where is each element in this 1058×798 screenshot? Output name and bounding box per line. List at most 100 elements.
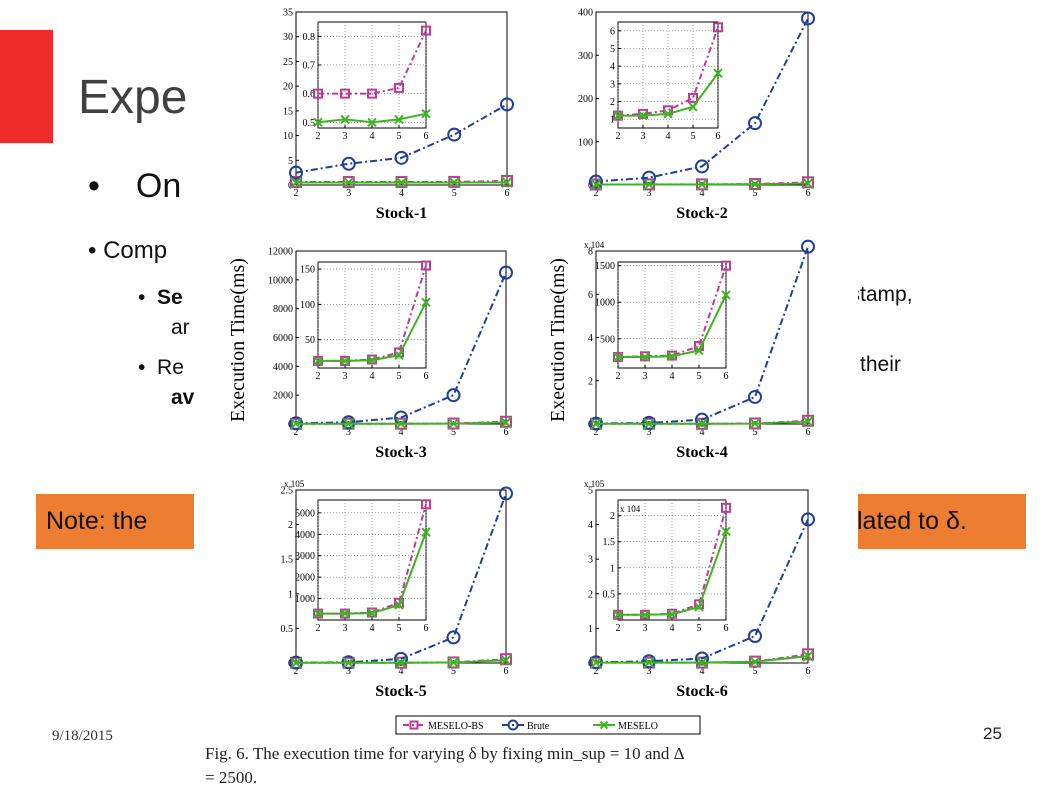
x-tick-label: 6 (806, 427, 811, 438)
y-tick-label: 2 (288, 520, 293, 531)
note-box-right: lated to δ. (851, 494, 1026, 549)
x-tick-label: 5 (397, 131, 402, 142)
chart-title: Stock-2 (676, 205, 728, 222)
inset-exponent: x 104 (620, 504, 641, 514)
x-tick-label: 6 (504, 666, 509, 677)
y-tick-label: 200 (578, 94, 593, 105)
x-tick-label: 2 (316, 131, 321, 142)
legend-label: MESELO-BS (428, 721, 484, 732)
y-tick-label: 25 (283, 57, 293, 68)
x-tick-label: 5 (397, 623, 402, 634)
x-tick-label: 6 (424, 623, 429, 634)
x-tick-label: 3 (643, 371, 648, 382)
slide-title: Expe (78, 70, 187, 125)
y-tick-label: 8000 (273, 304, 293, 315)
x-tick-label: 3 (343, 623, 348, 634)
y-exponent: x 104 (584, 240, 605, 250)
y-tick-label: 20 (283, 82, 293, 93)
y-tick-label: 2 (588, 376, 593, 387)
y-tick-label: 50 (305, 335, 315, 346)
y-tick-label: 4 (610, 62, 615, 73)
y-tick-label: 500 (600, 334, 615, 345)
caption-line-2: = 2500. (205, 766, 855, 790)
note-box-left: Note: the (36, 494, 194, 549)
y-tick-label: 0.8 (303, 32, 316, 43)
sub-bullet-2-text: Re (157, 356, 184, 379)
y-tick-label: 4000 (295, 530, 315, 541)
y-tick-label: 1500 (595, 261, 615, 272)
x-tick-label: 6 (424, 131, 429, 142)
sub-bullet-2-bold: av (171, 386, 194, 409)
x-tick-label: 6 (505, 188, 510, 199)
x-tick-label: 2 (616, 371, 621, 382)
x-tick-label: 3 (346, 188, 351, 199)
y-axis-label: Execution Time(ms) (547, 258, 569, 422)
x-tick-label: 6 (806, 188, 811, 199)
y-tick-label: 1000 (295, 594, 315, 605)
x-tick-label: 2 (294, 188, 299, 199)
chart-title: Stock-1 (376, 205, 428, 222)
x-tick-label: 4 (370, 131, 375, 142)
y-tick-label: 6 (588, 290, 593, 301)
y-tick-label: 0.5 (303, 118, 316, 129)
x-tick-label: 4 (399, 188, 404, 199)
y-tick-label: 1000 (595, 298, 615, 309)
y-tick-label: 0.5 (603, 589, 616, 600)
x-tick-label: 6 (716, 131, 721, 142)
x-tick-label: 5 (691, 131, 696, 142)
y-tick-label: 3000 (295, 551, 315, 562)
y-tick-label: 15 (283, 106, 293, 117)
y-tick-label: 1 (588, 624, 593, 635)
y-tick-label: 150 (300, 265, 315, 276)
sub-bullet-1-bold: Se (157, 286, 183, 309)
x-tick-label: 4 (670, 623, 675, 634)
chart-title: Stock-4 (676, 444, 728, 461)
chart-title: Stock-6 (676, 683, 728, 700)
y-tick-label: 0.5 (281, 624, 294, 635)
x-tick-label: 2 (616, 623, 621, 634)
chart-title: Stock-5 (375, 683, 427, 700)
x-tick-label: 4 (370, 623, 375, 634)
bullet-main: •On (88, 167, 181, 206)
x-tick-label: 5 (697, 371, 702, 382)
y-tick-label: 1 (288, 589, 293, 600)
y-axis-label: Execution Time(ms) (227, 258, 249, 422)
caption-line-1: Fig. 6. The execution time for varying δ… (205, 742, 855, 766)
y-tick-label: 2000 (295, 573, 315, 584)
x-tick-label: 3 (643, 623, 648, 634)
figure-caption: Fig. 6. The execution time for varying δ… (205, 742, 855, 790)
x-tick-label: 3 (641, 131, 646, 142)
y-tick-label: 3 (588, 555, 593, 566)
y-tick-label: 100 (578, 137, 593, 148)
y-tick-label: 5 (288, 156, 293, 167)
x-tick-label: 5 (452, 188, 457, 199)
sub-bullet-1-line2: ar (171, 316, 190, 339)
y-tick-label: 1.5 (281, 555, 294, 566)
y-tick-label: 300 (578, 51, 593, 62)
legend-label: Brute (527, 721, 550, 732)
y-tick-label: 2 (610, 97, 615, 108)
x-tick-label: 6 (504, 427, 509, 438)
x-tick-label: 2 (316, 623, 321, 634)
chart-title: Stock-3 (375, 444, 427, 461)
y-tick-label: 4000 (273, 362, 293, 373)
x-tick-label: 6 (724, 623, 729, 634)
x-tick-label: 5 (697, 623, 702, 634)
x-tick-label: 5 (397, 371, 402, 382)
y-tick-label: 0.7 (303, 60, 316, 71)
y-tick-label: 100 (300, 300, 315, 311)
